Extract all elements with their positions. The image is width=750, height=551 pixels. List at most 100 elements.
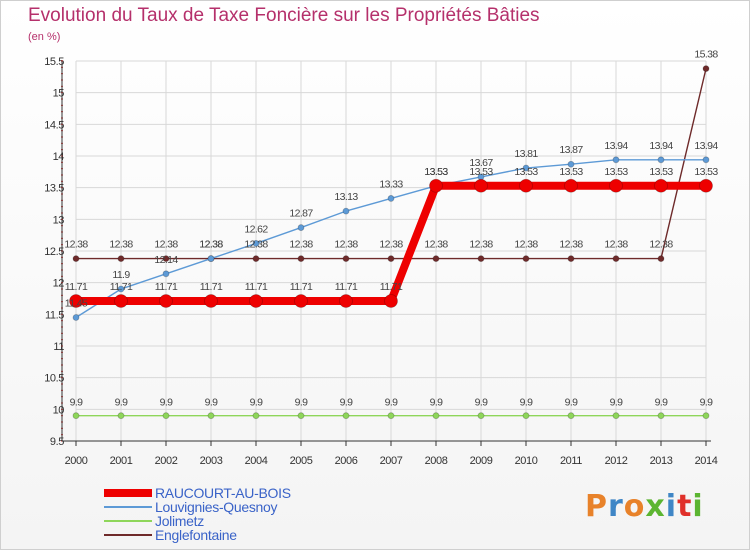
y-tick-label: 12 [53,278,65,290]
brand-letter: i [665,489,678,524]
data-label-raucourt-au-bois: 11.71 [290,281,313,293]
data-label-jolimetz: 9.9 [340,397,354,409]
brand-letter: P [585,489,608,524]
data-point-englefontaine [387,255,395,263]
data-label-layer: 12.38 12.38 12.38 12.38 12.38 12.38 12.38 12.38… [64,49,719,409]
legend-swatch-raucourt [104,489,152,497]
data-label-raucourt-au-bois: 11.71 [245,281,268,293]
y-tick-label: 11.5 [45,309,64,321]
legend-label-louvignies: Louvignies-Quesnoy [155,499,278,515]
y-axis-unit: (en %) [28,31,61,43]
data-label-louvignies-quesnoy: 13.87 [559,144,583,156]
data-label-englefontaine: 12.38 [604,239,628,251]
data-label-englefontaine: 12.38 [199,239,223,251]
data-point-jolimetz [567,412,575,420]
data-label-jolimetz: 9.9 [475,397,489,409]
data-label-louvignies-quesnoy: 11.45 [65,298,88,310]
data-point-louvignies-quesnoy [72,314,80,321]
data-label-raucourt-au-bois: 13.53 [694,166,718,178]
data-point-englefontaine [252,255,260,263]
data-label-englefontaine: 12.38 [244,239,268,251]
data-point-raucourt-au-bois [114,294,128,308]
x-tick-label: 2006 [335,455,358,467]
data-point-jolimetz [387,412,395,420]
x-tick-label: 2003 [200,455,223,467]
data-point-louvignies-quesnoy [702,156,710,164]
legend-swatch-englefontaine [104,534,152,536]
x-tick-label: 2000 [65,455,88,467]
data-point-jolimetz [72,412,80,420]
data-point-englefontaine [342,255,350,263]
y-tick-label: 11 [53,341,64,353]
x-tick-label: 2013 [650,455,673,467]
data-point-louvignies-quesnoy [297,224,305,231]
legend-item-louvignies[interactable]: Louvignies-Quesnoy [104,500,354,514]
data-point-jolimetz [117,412,125,420]
data-label-louvignies-quesnoy: 13.67 [469,157,493,169]
data-label-jolimetz: 9.9 [205,397,219,409]
data-label-englefontaine: 12.38 [109,239,133,251]
data-point-englefontaine [612,255,620,263]
legend-label-englefontaine: Englefontaine [155,527,237,543]
data-label-jolimetz: 9.9 [115,397,129,409]
y-tick-label: 10.5 [44,373,64,385]
data-label-jolimetz: 9.9 [610,397,624,409]
x-tick-label: 2012 [605,455,628,467]
x-tick-label: 2002 [155,455,178,467]
data-point-englefontaine [162,255,170,263]
legend-item-raucourt[interactable]: RAUCOURT-AU-BOIS [104,486,354,500]
data-point-raucourt-au-bois [564,178,578,193]
data-label-louvignies-quesnoy: 13.94 [649,140,673,152]
data-label-jolimetz: 9.9 [70,397,84,409]
data-point-raucourt-au-bois [384,294,398,308]
data-point-raucourt-au-bois [69,294,83,308]
legend-item-englefontaine[interactable]: Englefontaine [104,528,354,542]
data-point-raucourt-au-bois [654,178,668,193]
data-point-louvignies-quesnoy [612,156,620,164]
data-label-englefontaine: 12.38 [379,239,403,251]
data-point-englefontaine [72,255,80,263]
axis-layer: 9.5 10 10.5 11 11.5 12 12.5 13 13.5 14 14.5 15 15.5 2… [44,56,718,467]
data-point-louvignies-quesnoy [387,195,395,202]
data-point-jolimetz [432,412,440,420]
data-point-raucourt-au-bois [249,294,263,308]
data-point-raucourt-au-bois [474,178,488,193]
data-point-raucourt-au-bois [609,178,623,193]
data-label-jolimetz: 9.9 [430,397,444,409]
legend-item-jolimetz[interactable]: Jolimetz [104,514,354,528]
brand-letter: t [677,489,693,524]
data-point-raucourt-au-bois [339,294,353,308]
data-label-louvignies-quesnoy: 11.9 [112,269,130,281]
y-tick-label: 12.5 [44,246,64,258]
data-label-jolimetz: 9.9 [655,397,669,409]
data-label-jolimetz: 9.9 [385,397,399,409]
data-point-englefontaine [432,255,440,263]
data-point-louvignies-quesnoy [522,164,530,172]
data-label-jolimetz: 9.9 [565,397,579,409]
data-label-jolimetz: 9.9 [520,397,534,409]
data-label-louvignies-quesnoy: 13.94 [694,140,718,152]
data-label-englefontaine: 12.38 [154,239,178,251]
y-tick-label: 10 [53,404,65,416]
data-point-louvignies-quesnoy [567,160,575,168]
data-point-jolimetz [252,412,260,420]
y-tick-label: 9.5 [50,436,64,448]
legend-swatch-jolimetz [104,520,152,522]
data-point-englefontaine [702,65,710,72]
data-label-jolimetz: 9.9 [700,397,714,409]
data-label-englefontaine: 12.38 [289,239,313,251]
data-point-jolimetz [207,412,215,420]
data-point-louvignies-quesnoy [207,255,215,263]
data-label-englefontaine: 12.38 [64,239,88,251]
brand-letter: x [645,489,666,524]
brand-letter: r [608,489,624,524]
data-label-louvignies-quesnoy: 12.38 [199,239,223,251]
x-tick-label: 2007 [380,455,403,467]
data-label-englefontaine: 12.38 [514,239,538,251]
data-point-raucourt-au-bois [699,178,713,193]
data-label-englefontaine: 12.38 [334,239,358,251]
data-point-jolimetz [477,412,485,420]
data-label-raucourt-au-bois: 11.71 [155,281,178,293]
data-point-louvignies-quesnoy [252,239,260,247]
